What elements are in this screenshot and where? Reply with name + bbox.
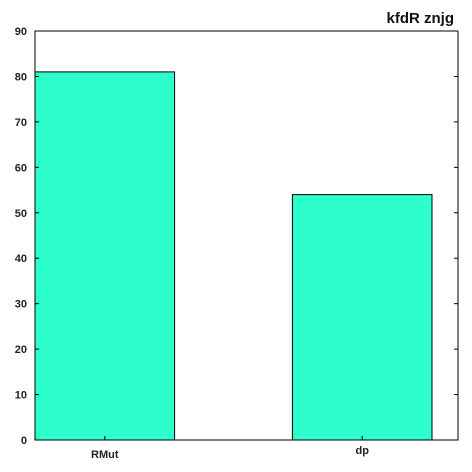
chart-title: kfdR znjg (387, 10, 455, 27)
y-tick-label: 20 (15, 344, 27, 356)
ticks-layer: RMut dp 0 10 20 30 40 50 60 70 80 90 (15, 26, 458, 461)
y-tick-label: 0 (21, 435, 27, 447)
axes-layer (34, 30, 459, 441)
plot-frame (34, 30, 459, 441)
x-tick-label: RMut (91, 449, 119, 461)
bar-dp (291, 194, 433, 441)
x-tick-label: dp (355, 445, 369, 457)
y-tick-label: 30 (15, 299, 27, 311)
y-tick-label: 50 (15, 208, 27, 220)
y-tick-label: 60 (15, 162, 27, 174)
bars-layer (34, 71, 433, 441)
y-tick-label: 40 (15, 253, 27, 265)
y-tick-label: 10 (15, 390, 27, 402)
y-tick-label: 80 (15, 71, 27, 83)
y-tick-label: 70 (15, 117, 27, 129)
bar-RMut (34, 71, 176, 441)
y-tick-label: 90 (15, 26, 27, 38)
